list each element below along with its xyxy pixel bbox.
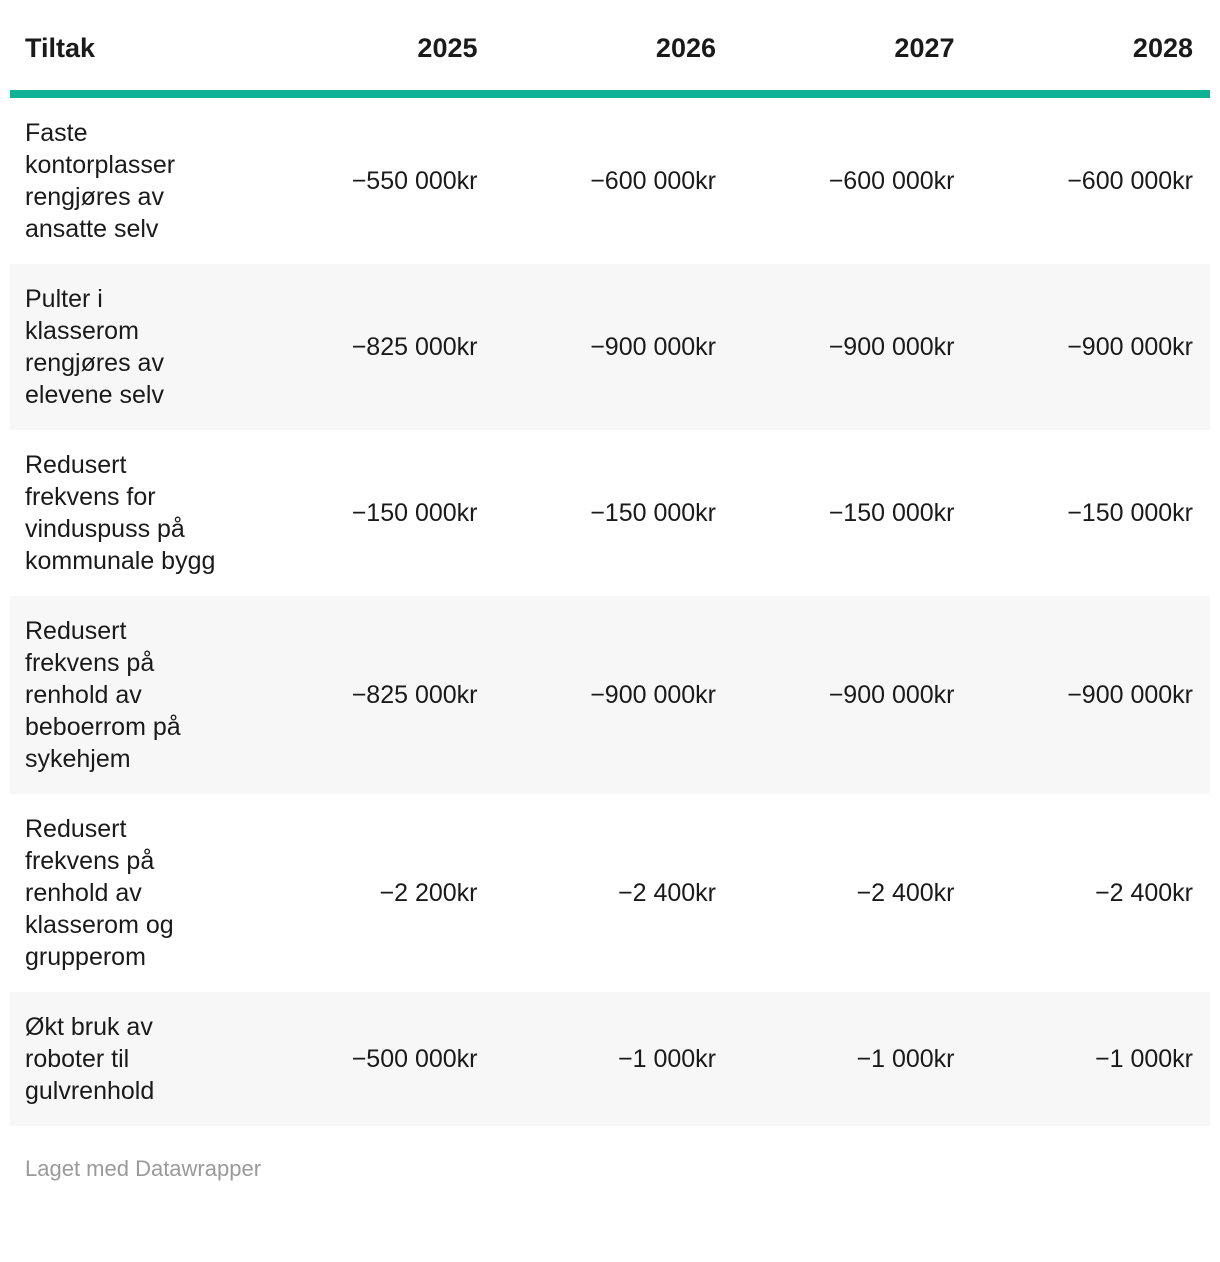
value-cell: −900 000kr (590, 333, 716, 361)
value-cell: −150 000kr (590, 499, 716, 527)
value-cell: −2 200kr (379, 879, 478, 907)
column-header-tiltak: Tiltak (10, 0, 256, 98)
table-row: Redusert frekvens på renhold av beboerro… (10, 596, 1210, 794)
value-cell: −2 400kr (618, 879, 716, 907)
header-row: Tiltak 2025 2026 2027 2028 (10, 0, 1210, 98)
value-cell: −1 000kr (618, 1045, 716, 1073)
table-header: Tiltak 2025 2026 2027 2028 (10, 0, 1210, 98)
value-cell: −825 000kr (351, 681, 478, 709)
value-cell: −900 000kr (590, 681, 716, 709)
tiltak-cell: Redusert frekvens på renhold av klassero… (25, 815, 174, 971)
tiltak-table: Tiltak 2025 2026 2027 2028 Faste kontorplass… (10, 0, 1210, 1126)
column-header-2026: 2026 (494, 0, 733, 98)
tiltak-cell: Faste kontorplasser rengjøres av ansatte… (25, 119, 176, 243)
tiltak-cell: Redusert frekvens for vinduspuss på komm… (25, 451, 216, 575)
value-cell: −2 400kr (1095, 879, 1193, 907)
table-row: Pulter i klasserom rengjøres av elevene … (10, 264, 1210, 430)
table-row: Redusert frekvens for vinduspuss på komm… (10, 430, 1210, 596)
column-header-2028: 2028 (971, 0, 1210, 98)
value-cell: −150 000kr (828, 499, 955, 527)
value-cell: −600 000kr (590, 167, 716, 195)
tiltak-cell: Økt bruk av roboter til gulvrenhold (25, 1013, 155, 1105)
attribution: Laget med Datawrapper (25, 1156, 1210, 1182)
value-cell: −1 000kr (1095, 1045, 1193, 1073)
tiltak-cell: Redusert frekvens på renhold av beboerro… (25, 617, 181, 773)
value-cell: −900 000kr (828, 681, 955, 709)
datawrapper-table-page: Tiltak 2025 2026 2027 2028 Faste kontorplass… (10, 0, 1210, 1182)
column-header-2027: 2027 (733, 0, 972, 98)
value-cell: −900 000kr (1067, 333, 1193, 361)
table-row: Økt bruk av roboter til gulvrenhold −500 … (10, 992, 1210, 1126)
value-cell: −1 000kr (856, 1045, 955, 1073)
value-cell: −550 000kr (351, 167, 478, 195)
value-cell: −600 000kr (1067, 167, 1193, 195)
tiltak-cell: Pulter i klasserom rengjøres av elevene … (25, 285, 164, 409)
datawrapper-attribution-link[interactable]: Laget med Datawrapper (25, 1156, 262, 1181)
table-row: Faste kontorplasser rengjøres av ansatte… (10, 94, 1210, 264)
value-cell: −150 000kr (1067, 499, 1193, 527)
value-cell: −825 000kr (351, 333, 478, 361)
table-body: Faste kontorplasser rengjøres av ansatte… (10, 94, 1210, 1126)
column-header-2025: 2025 (256, 0, 495, 98)
value-cell: −150 000kr (351, 499, 478, 527)
value-cell: −500 000kr (351, 1045, 478, 1073)
value-cell: −900 000kr (828, 333, 955, 361)
table-row: Redusert frekvens på renhold av klassero… (10, 794, 1210, 992)
value-cell: −2 400kr (856, 879, 955, 907)
value-cell: −600 000kr (828, 167, 955, 195)
value-cell: −900 000kr (1067, 681, 1193, 709)
